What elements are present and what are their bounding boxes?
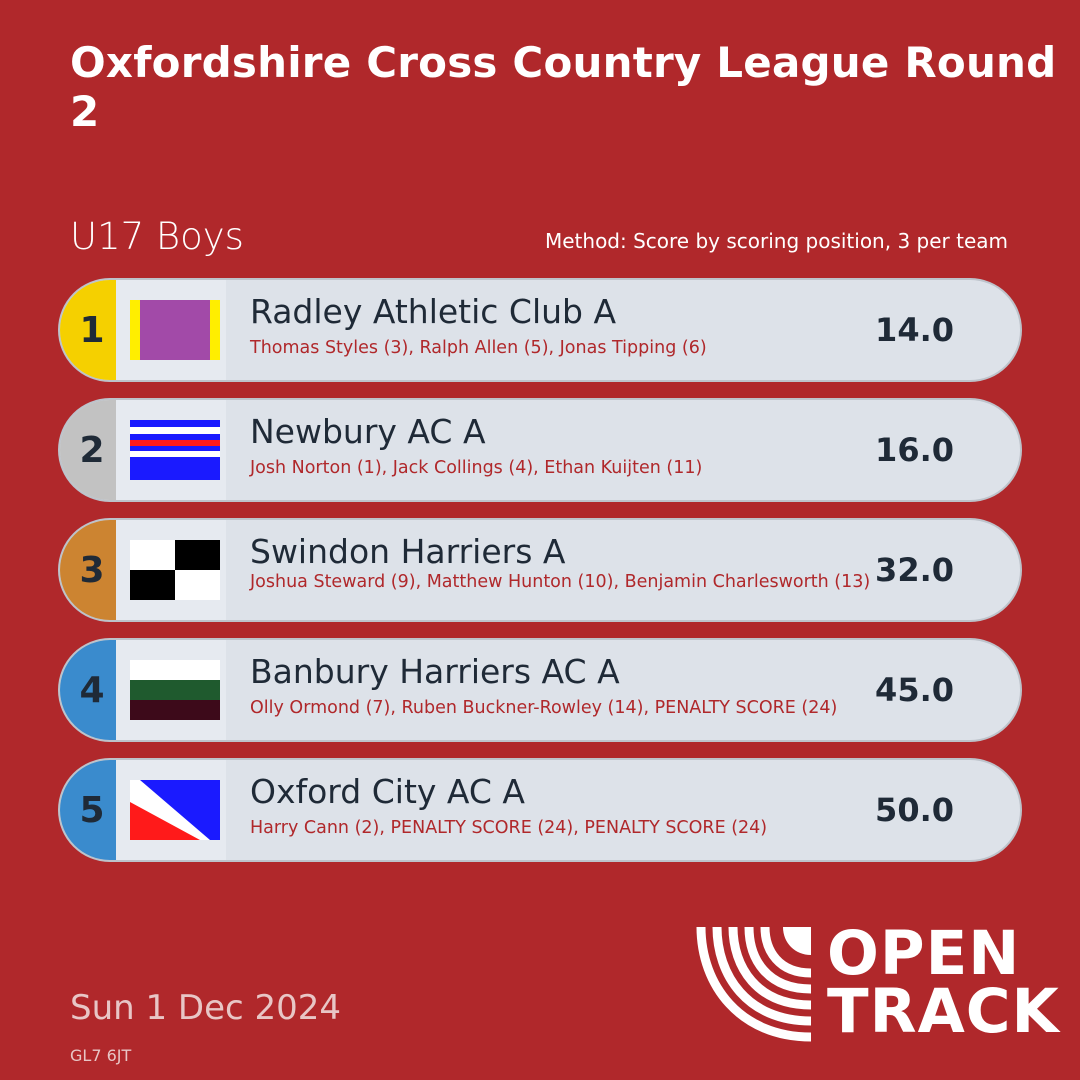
logo-line-track: TRACK (827, 976, 1060, 1047)
team-name: Swindon Harriers A (250, 532, 566, 571)
banbury-flag-icon (130, 660, 220, 720)
team-name: Oxford City AC A (250, 772, 526, 811)
swindon-flag-icon (130, 540, 220, 600)
team-athletes: Harry Cann (2), PENALTY SCORE (24), PENA… (250, 818, 768, 838)
team-athletes: Olly Ormond (7), Ruben Buckner-Rowley (1… (250, 698, 838, 718)
team-score: 50.0 (875, 791, 954, 829)
logo-line-open: OPEN (827, 918, 1021, 989)
rank-badge: 5 (60, 760, 120, 860)
category-label: U17 Boys (70, 215, 244, 258)
team-score: 16.0 (875, 431, 954, 469)
team-score: 45.0 (875, 671, 954, 709)
opentrack-logo: OPEN TRACK (695, 923, 1059, 1045)
rank-badge: 2 (60, 400, 120, 500)
track-lanes-icon (696, 926, 812, 1042)
team-score: 14.0 (875, 311, 954, 349)
result-row[interactable]: 1 Radley Athletic Club A Thomas Styles (… (58, 278, 1022, 382)
team-name: Newbury AC A (250, 412, 486, 451)
rank-badge: 3 (60, 520, 120, 620)
page-title: Oxfordshire Cross Country League Round 2 (70, 38, 1057, 136)
result-row[interactable]: 4 Banbury Harriers AC A Olly Ormond (7),… (58, 638, 1022, 742)
logo-wordmark: OPEN TRACK (827, 918, 1060, 1047)
radley-flag-icon (130, 300, 220, 360)
team-name: Radley Athletic Club A (250, 292, 617, 331)
event-date: Sun 1 Dec 2024 (70, 988, 342, 1028)
newbury-flag-icon (130, 420, 220, 480)
team-name: Banbury Harriers AC A (250, 652, 620, 691)
oxford-flag-icon (130, 780, 220, 840)
result-row[interactable]: 3 Swindon Harriers A Joshua Steward (9),… (58, 518, 1022, 622)
scoring-method-label: Method: Score by scoring position, 3 per… (544, 229, 1008, 253)
rank-badge: 4 (60, 640, 120, 740)
result-row[interactable]: 5 Oxford City AC A Harry Cann (2), PENAL… (58, 758, 1022, 862)
rank-badge: 1 (60, 280, 120, 380)
event-postcode: GL7 6JT (70, 1046, 132, 1065)
team-athletes: Thomas Styles (3), Ralph Allen (5), Jona… (250, 338, 707, 358)
team-score: 32.0 (875, 551, 954, 589)
team-athletes: Joshua Steward (9), Matthew Hunton (10),… (250, 572, 871, 592)
team-athletes: Josh Norton (1), Jack Collings (4), Etha… (250, 458, 703, 478)
result-row[interactable]: 2 Newbury AC A Josh Norton (1), Jack Col… (58, 398, 1022, 502)
